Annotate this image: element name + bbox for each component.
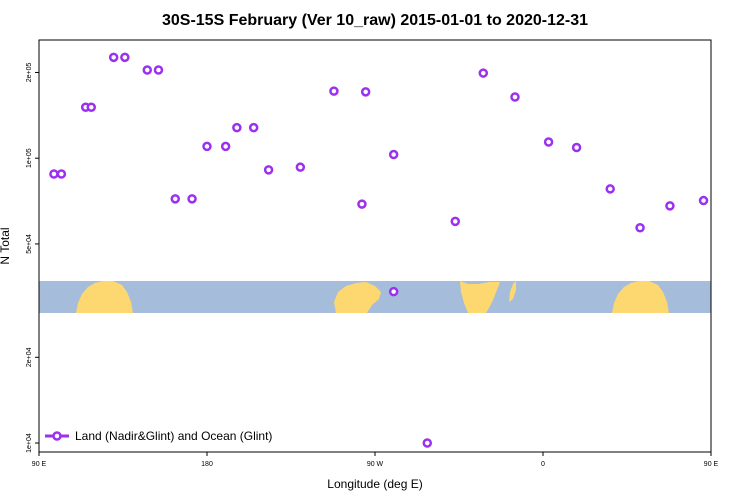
data-point bbox=[360, 87, 371, 97]
data-point bbox=[329, 86, 339, 96]
plot-frame bbox=[38, 39, 712, 453]
data-point bbox=[357, 199, 367, 209]
x-axis-label: Longitude (deg E) bbox=[327, 477, 422, 491]
y-tick-label: 1e+04 bbox=[26, 433, 33, 453]
data-point bbox=[108, 52, 119, 63]
data-point bbox=[478, 68, 489, 78]
data-point bbox=[422, 438, 433, 448]
data-point bbox=[142, 65, 153, 75]
land-south-america bbox=[460, 281, 500, 313]
data-point bbox=[248, 122, 259, 133]
legend: Land (Nadir&Glint) and Ocean (Glint) bbox=[45, 429, 272, 443]
data-point bbox=[202, 141, 212, 152]
data-point bbox=[388, 286, 399, 297]
land-africa-1 bbox=[76, 281, 133, 313]
x-tick-label: 180 bbox=[201, 461, 213, 468]
data-point bbox=[153, 65, 164, 75]
y-tick-label: 2e+04 bbox=[26, 347, 33, 367]
data-point bbox=[571, 142, 582, 153]
data-point bbox=[295, 162, 306, 172]
data-point bbox=[120, 52, 130, 63]
chart-title: 30S-15S February (Ver 10_raw) 2015-01-01… bbox=[162, 12, 588, 29]
y-tick-label: 5e+04 bbox=[26, 234, 33, 254]
data-point bbox=[263, 165, 274, 175]
data-point bbox=[56, 169, 67, 179]
data-point bbox=[49, 169, 59, 179]
x-tick-label: 90 E bbox=[704, 461, 719, 468]
legend-marker bbox=[52, 431, 62, 441]
land-madagascar bbox=[509, 281, 516, 302]
data-point bbox=[635, 222, 645, 233]
data-point bbox=[232, 122, 242, 133]
data-point bbox=[388, 149, 399, 160]
data-point bbox=[543, 137, 554, 147]
y-tick-label: 2e+05 bbox=[26, 63, 33, 83]
data-point bbox=[220, 141, 231, 152]
land-africa-2 bbox=[612, 281, 669, 313]
x-tick-label: 90 E bbox=[32, 461, 47, 468]
data-point bbox=[698, 195, 709, 206]
y-tick-label: 1e+05 bbox=[26, 148, 33, 168]
data-points bbox=[49, 52, 709, 448]
land-australia bbox=[334, 282, 381, 313]
x-tick-label: 0 bbox=[541, 461, 545, 468]
y-axis: 1e+04 2e+04 5e+04 1e+05 2e+05 bbox=[26, 63, 39, 453]
data-point bbox=[450, 216, 461, 227]
data-point bbox=[187, 194, 197, 204]
data-point bbox=[170, 194, 181, 204]
world-map-strip bbox=[39, 281, 711, 313]
data-point bbox=[605, 184, 615, 194]
x-tick-label: 90 W bbox=[367, 461, 384, 468]
data-point bbox=[86, 102, 97, 112]
data-point bbox=[665, 201, 675, 211]
data-point bbox=[510, 92, 520, 102]
legend-label: Land (Nadir&Glint) and Ocean (Glint) bbox=[75, 429, 272, 443]
y-axis-label: N Total bbox=[0, 227, 12, 264]
